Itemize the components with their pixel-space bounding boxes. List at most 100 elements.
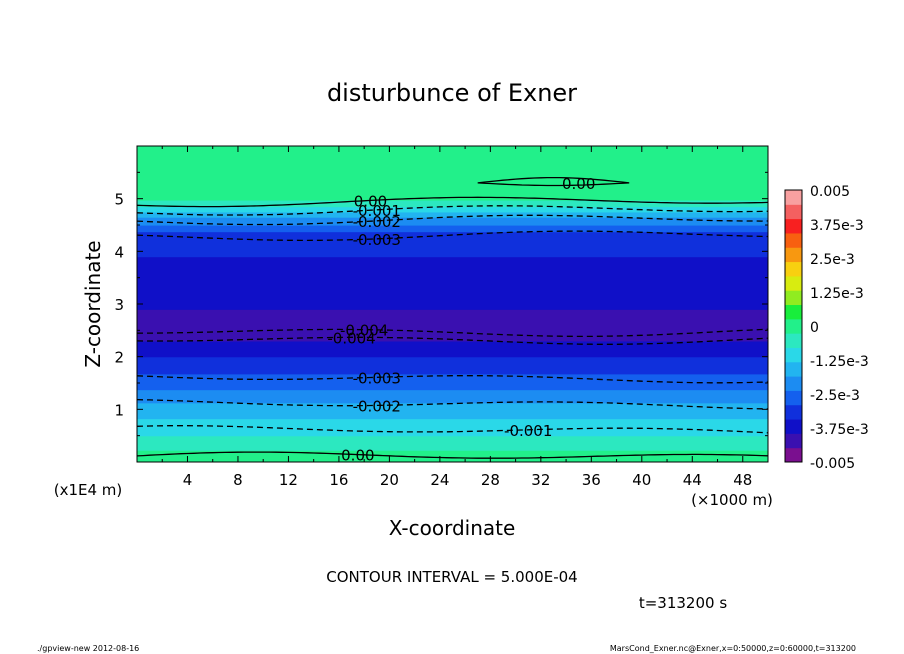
contour-band xyxy=(137,155,768,158)
contour-band xyxy=(137,397,768,400)
contour-band xyxy=(137,146,768,148)
contour-band xyxy=(137,257,768,260)
contour-band xyxy=(137,168,768,171)
contour-band xyxy=(137,414,768,417)
contour-band xyxy=(137,217,768,220)
contour-band xyxy=(137,192,768,194)
contour-line xyxy=(137,230,768,242)
contour-band xyxy=(137,178,768,181)
contour-band xyxy=(137,359,768,362)
contour-band xyxy=(137,460,768,462)
contour-band xyxy=(137,210,768,213)
contour-band xyxy=(137,256,768,259)
contour-band xyxy=(137,332,768,335)
contour-band xyxy=(137,410,768,413)
contour-band xyxy=(137,351,768,354)
x-axis-unit: (×1000 m) xyxy=(691,491,773,509)
contour-band xyxy=(137,454,768,457)
contour-band xyxy=(137,326,768,329)
contour-band xyxy=(137,421,768,424)
colorbar-label: 0 xyxy=(810,320,819,336)
y-tick-label: 5 xyxy=(114,191,124,209)
footer-left: ./gpview-new 2012-08-16 xyxy=(37,644,139,653)
contour-band xyxy=(137,314,768,317)
contour-band xyxy=(137,230,768,233)
contour-band xyxy=(137,311,768,314)
contour-band xyxy=(137,373,768,376)
contour-line xyxy=(137,336,768,345)
contour-band xyxy=(137,393,768,396)
x-tick-label: 16 xyxy=(329,471,348,489)
contour-band xyxy=(137,343,768,346)
y-tick-label: 4 xyxy=(114,243,124,261)
x-tick-label: 28 xyxy=(481,471,500,489)
contour-band xyxy=(137,261,768,264)
contour-band xyxy=(137,330,768,333)
x-axis: 4 8 12 16 20 24 28 32 36 40 44 48 xyxy=(161,146,769,489)
contour-band xyxy=(137,396,768,399)
y-axis: 1 2 3 4 5 xyxy=(114,171,768,437)
contour-band xyxy=(137,309,768,312)
contour-line xyxy=(137,196,768,208)
contour-band xyxy=(137,284,768,287)
contour-band xyxy=(137,417,768,420)
contour-band xyxy=(137,297,768,300)
contour-band xyxy=(137,385,768,388)
contour-band xyxy=(137,455,768,458)
colorbar-swatch xyxy=(785,290,802,306)
x-tick-label: 12 xyxy=(279,471,298,489)
contour-band xyxy=(137,163,768,166)
contour-band xyxy=(137,223,768,226)
contour-band xyxy=(137,225,768,227)
colorbar-swatch xyxy=(785,247,802,263)
contour-band xyxy=(137,419,768,422)
contour-band xyxy=(137,427,768,430)
contour-band xyxy=(137,149,768,152)
contour-band xyxy=(137,226,768,229)
colorbar-swatch xyxy=(785,232,802,248)
contour-band xyxy=(137,305,768,308)
contour-band xyxy=(137,415,768,418)
contour-band xyxy=(137,240,768,243)
contour-line xyxy=(137,328,768,338)
contour-band xyxy=(137,325,768,327)
contour-band xyxy=(137,301,768,304)
contour-band xyxy=(137,398,768,401)
contour-interval-label: CONTOUR INTERVAL = 5.000E-04 xyxy=(326,568,577,586)
contour-band xyxy=(137,369,768,372)
contour-band xyxy=(137,167,768,169)
colorbar-label: 0.005 xyxy=(810,184,850,200)
x-axis-label: X-coordinate xyxy=(389,516,516,540)
colorbar-frame xyxy=(784,189,803,463)
y-tick-label: 1 xyxy=(114,401,124,419)
contour-label: -0.004 xyxy=(340,322,388,340)
colorbar-swatch xyxy=(785,304,802,320)
contour-band xyxy=(137,246,768,248)
contour-band xyxy=(137,280,768,283)
contour-label: -0.002 xyxy=(353,397,401,415)
contour-band xyxy=(137,181,768,184)
contour-band xyxy=(137,329,768,331)
contour-band xyxy=(137,388,768,391)
contour-band xyxy=(137,294,768,297)
contour-band xyxy=(137,255,768,258)
contour-band xyxy=(137,211,768,214)
contour-band xyxy=(137,352,768,355)
contour-band xyxy=(137,302,768,305)
contour-band xyxy=(137,273,768,276)
contour-band xyxy=(137,285,768,288)
contour-label: -0.001 xyxy=(353,202,401,220)
y-axis-unit: (x1E4 m) xyxy=(54,481,123,499)
contour-band xyxy=(137,323,768,326)
contour-band xyxy=(137,431,768,434)
contour-band xyxy=(137,275,768,277)
contour-band xyxy=(137,221,768,223)
contour-band xyxy=(137,447,768,450)
contour-band xyxy=(137,227,768,230)
contour-band xyxy=(137,440,768,443)
contour-band xyxy=(137,289,768,292)
contour-band xyxy=(137,448,768,451)
contour-band xyxy=(137,269,768,272)
colorbar-swatch xyxy=(785,275,802,291)
contour-band xyxy=(137,157,768,160)
